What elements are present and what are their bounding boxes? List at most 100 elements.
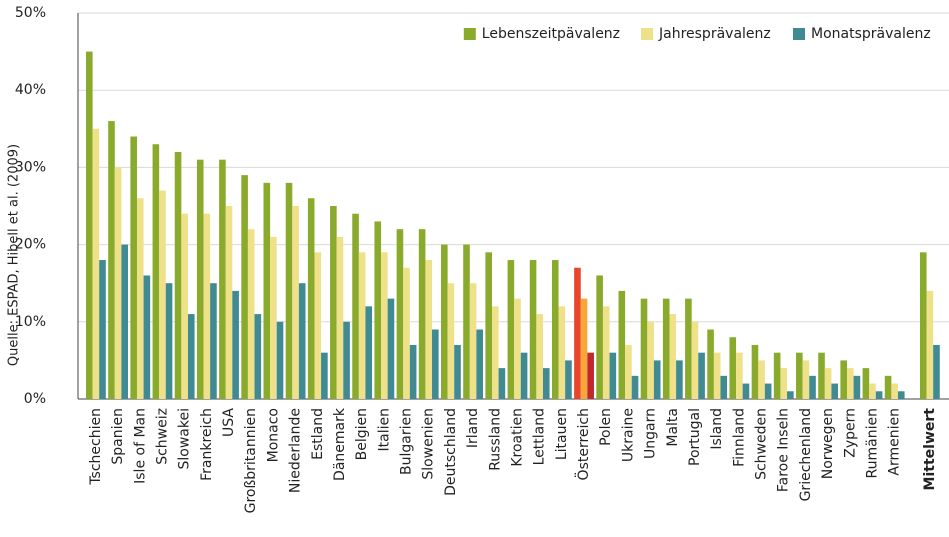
x-tick-label: Portugal: [687, 408, 703, 466]
bar: [736, 352, 743, 399]
x-tick-label: Russland: [487, 408, 503, 471]
bar: [514, 298, 521, 399]
bar: [529, 260, 537, 399]
x-tick-label: Ukraine: [620, 408, 636, 462]
x-tick-label: Schweden: [754, 408, 770, 480]
bar: [691, 321, 699, 399]
bar: [159, 190, 166, 399]
legend-swatch: [641, 28, 653, 40]
y-axis-label: Quelle: ESPAD, Hibell et al. (2009): [7, 144, 22, 366]
y-tick-label: 0%: [24, 391, 46, 407]
bar: [862, 368, 870, 399]
y-tick-label: 30%: [15, 159, 46, 175]
x-tick-label: Kroatien: [509, 408, 525, 467]
bar: [358, 252, 366, 399]
bar: [602, 306, 610, 399]
bar: [381, 252, 388, 399]
y-tick-label: 20%: [15, 237, 46, 253]
x-tick-label: Faroe Inseln: [776, 408, 792, 492]
legend-label: Lebenszeitpävalenz: [482, 26, 620, 42]
bar: [742, 383, 750, 399]
bar: [114, 167, 122, 399]
x-tick-label: Armenien: [887, 408, 903, 476]
bar: [374, 221, 382, 399]
x-tick-label: Slowenien: [421, 408, 437, 480]
bar: [210, 283, 217, 399]
bar: [897, 391, 905, 399]
bar: [285, 182, 293, 399]
bar: [647, 321, 654, 399]
bar: [321, 352, 328, 399]
bar: [802, 360, 810, 399]
bar: [580, 298, 588, 399]
legend-swatch: [793, 28, 805, 40]
bar: [707, 329, 714, 399]
x-tick-label: Estland: [310, 408, 326, 460]
bar: [343, 321, 350, 399]
bar: [853, 375, 861, 399]
bar: [219, 159, 226, 399]
x-tick-label: Mittelwert: [922, 408, 938, 491]
bar: [263, 182, 271, 399]
bar: [840, 360, 848, 399]
bar: [891, 383, 898, 399]
bar: [847, 368, 854, 399]
bar: [292, 206, 299, 399]
bar: [875, 391, 883, 399]
bar: [498, 368, 506, 399]
bar: [165, 283, 173, 399]
bar: [247, 229, 255, 399]
bar: [507, 260, 515, 399]
bar: [751, 344, 759, 399]
bar: [298, 283, 306, 399]
bar: [618, 290, 626, 399]
bar: [729, 337, 737, 399]
bar: [476, 329, 484, 399]
bar: [254, 314, 262, 399]
bar: [596, 275, 603, 399]
bar: [336, 236, 344, 399]
x-tick-label: Großbritannien: [243, 408, 259, 513]
x-tick-label: Tschechien: [88, 408, 104, 486]
x-tick-label: Bulgarien: [399, 408, 415, 475]
bar: [720, 375, 728, 399]
bar: [773, 352, 781, 399]
bar: [787, 391, 794, 399]
x-tick-label: Slowakei: [177, 408, 193, 469]
bar: [551, 260, 559, 399]
legend-swatch: [463, 28, 476, 40]
bar: [232, 290, 239, 399]
bar: [491, 306, 499, 399]
bar: [669, 314, 677, 399]
bar: [418, 229, 426, 399]
bar: [86, 51, 93, 399]
bar: [463, 244, 470, 399]
bar: [884, 375, 892, 399]
bar: [365, 306, 373, 399]
bar: [640, 298, 648, 399]
x-tick-label: Griechenland: [798, 408, 814, 501]
x-tick-label: Irland: [465, 408, 481, 448]
bar: [485, 252, 492, 399]
y-tick-label: 10%: [15, 314, 46, 330]
bar: [831, 383, 839, 399]
bar: [631, 375, 639, 399]
bar: [926, 290, 934, 399]
bar: [174, 151, 182, 399]
x-tick-label: Finnland: [731, 408, 747, 467]
bar: [307, 198, 315, 399]
bar: [314, 252, 322, 399]
bar: [796, 352, 803, 399]
bar: [196, 159, 204, 399]
bar: [276, 321, 284, 399]
bar: [662, 298, 670, 399]
bar: [780, 368, 788, 399]
x-tick-label: Malta: [665, 408, 681, 447]
bar: [676, 360, 683, 399]
bar: [203, 213, 211, 399]
bar: [403, 267, 410, 399]
x-tick-label: Zypern: [842, 408, 858, 458]
bar: [330, 206, 337, 399]
bar: [409, 344, 417, 399]
